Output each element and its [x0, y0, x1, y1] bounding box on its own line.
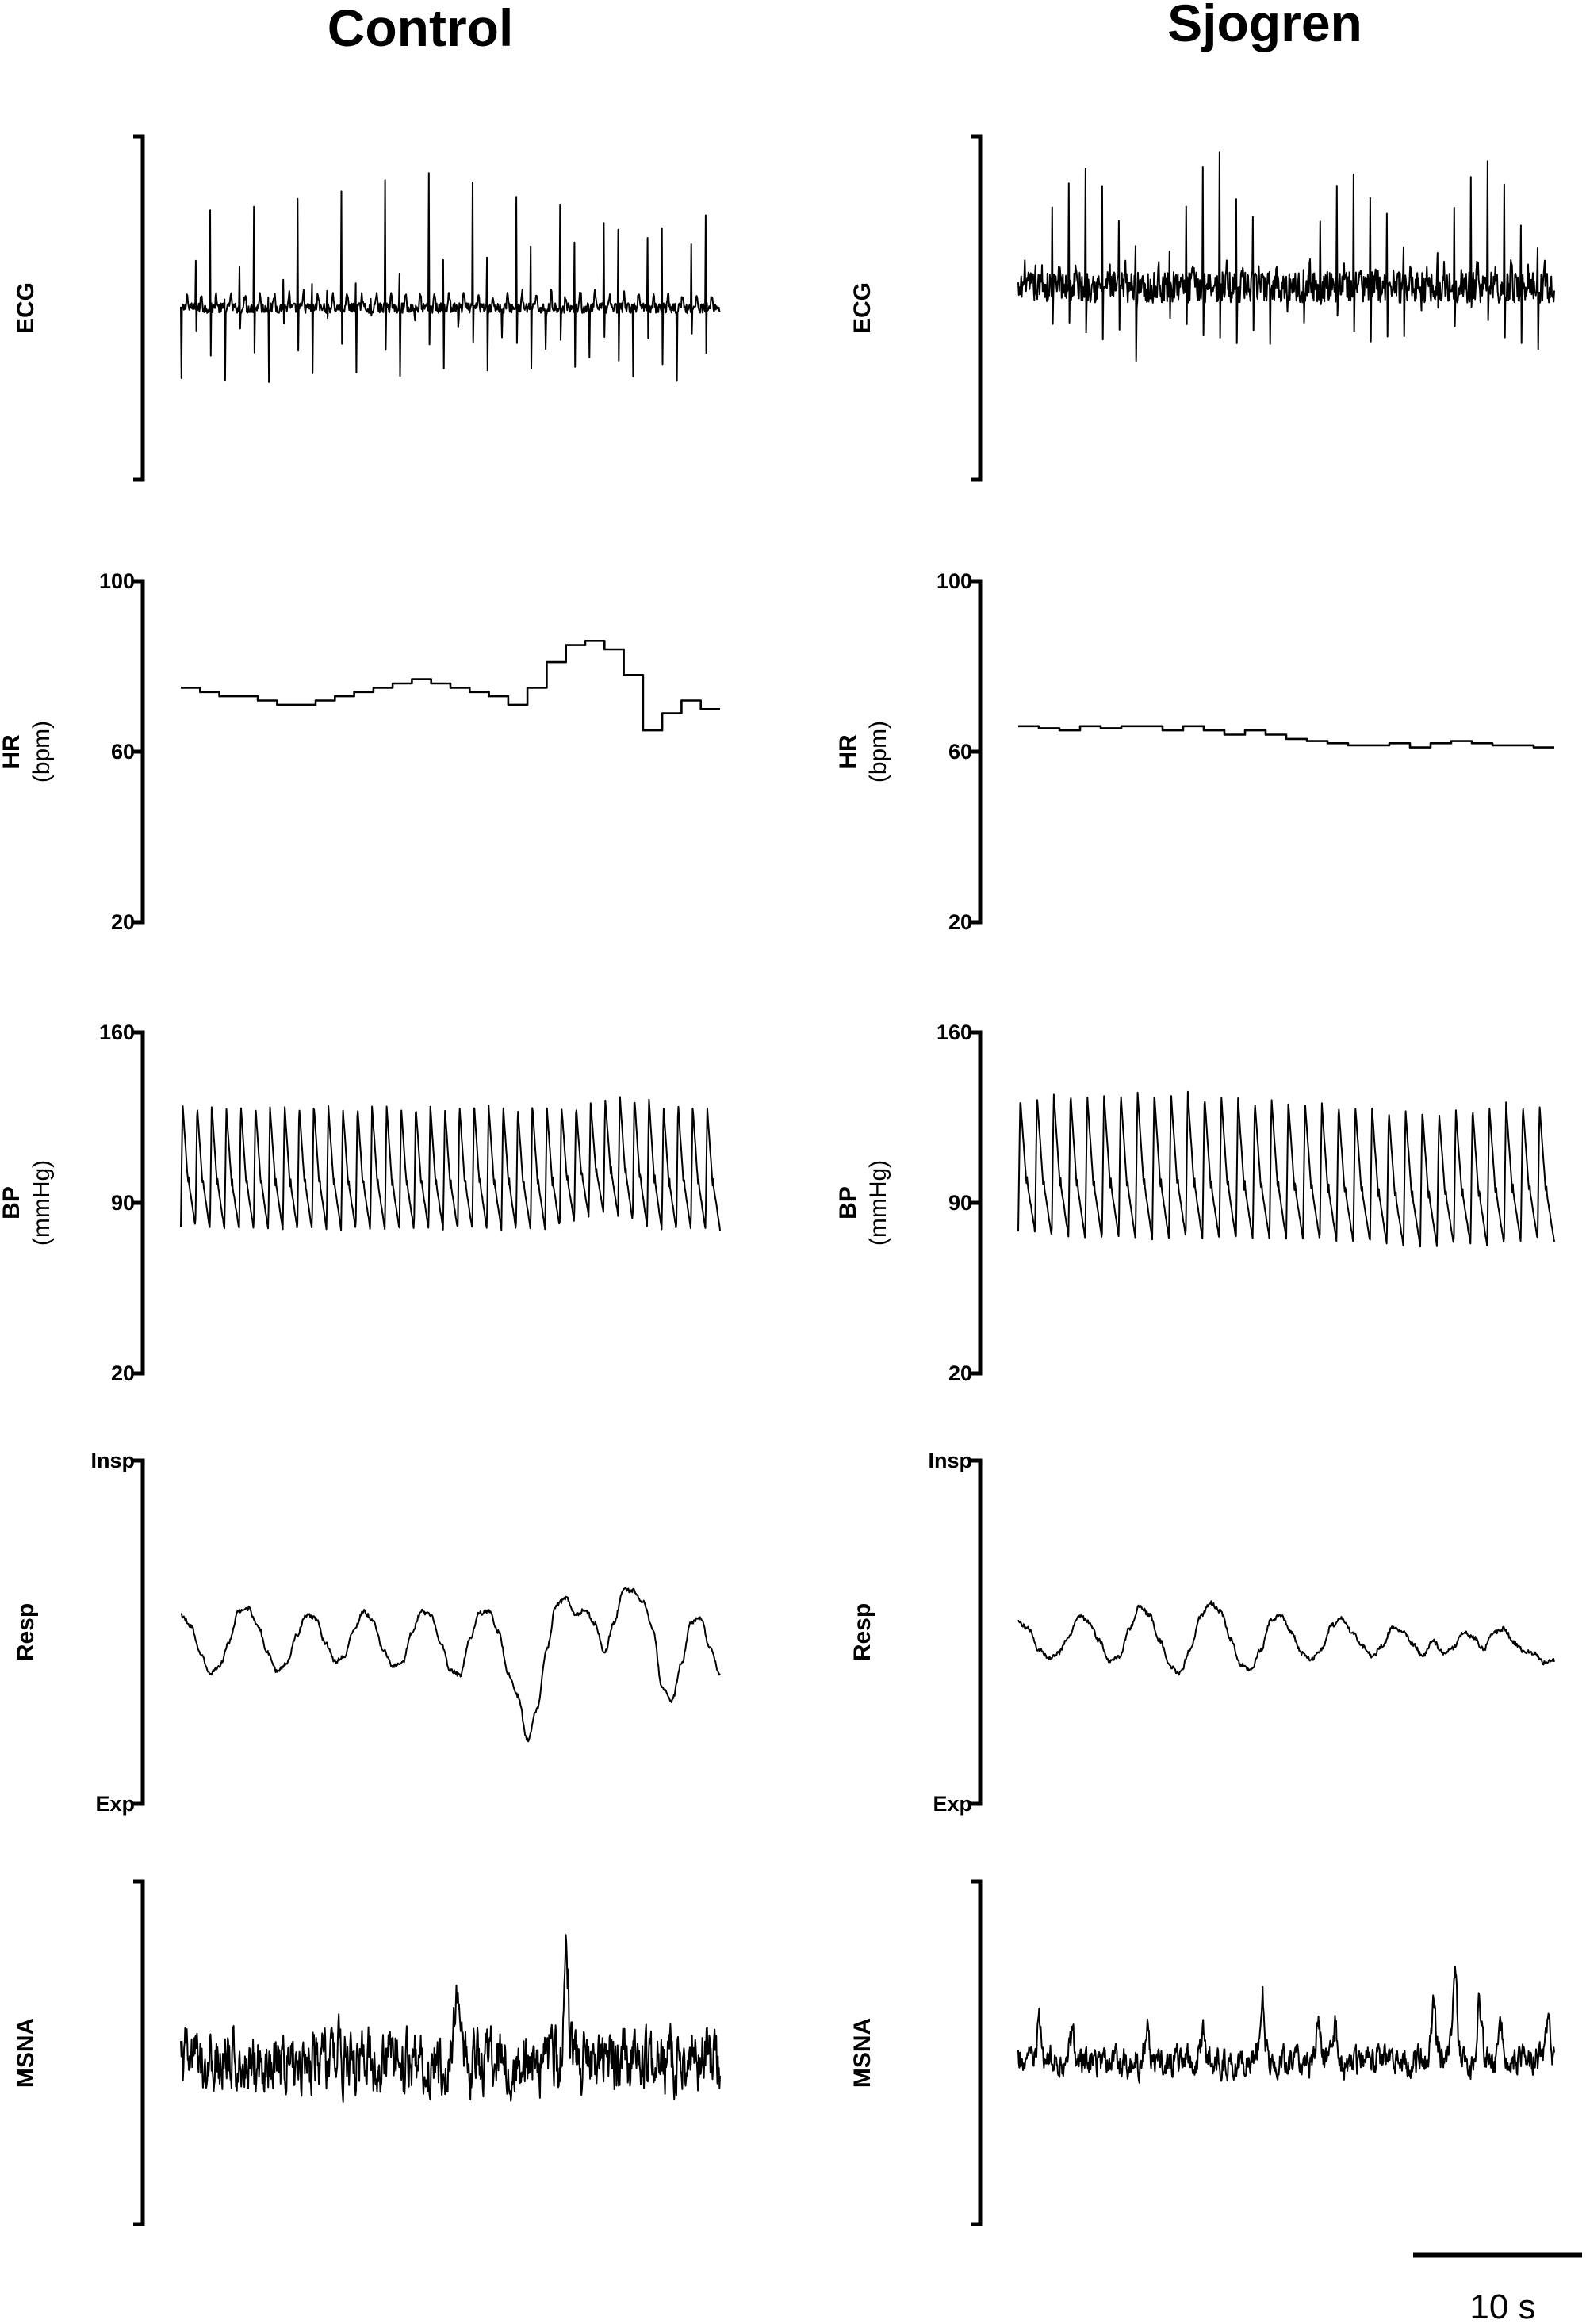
y-tick-label: Exp — [95, 1792, 135, 1816]
resp-trace — [180, 1587, 721, 1743]
control-hr-panel: 20 60 100 HR (bpm) — [0, 569, 720, 934]
y-tick-label: 100 — [99, 569, 135, 593]
y-axis-line — [971, 134, 983, 482]
y-tick-label: 60 — [948, 740, 972, 764]
y-axis-label: Resp — [849, 1603, 875, 1661]
y-axis-label: ECG — [13, 282, 39, 334]
y-tick-label: 160 — [99, 1020, 135, 1044]
sjogren-resp-panel: Exp Insp Resp — [849, 1449, 1555, 1816]
sjogren-bp-panel: 20 90 160 BP (mmHg) — [835, 1020, 1555, 1385]
time-scale-bar: 10 s — [1413, 2252, 1582, 2324]
scale-bar-label: 10 s — [1469, 2288, 1535, 2324]
y-tick-label: 90 — [111, 1191, 135, 1215]
y-axis-unit-label: (mmHg) — [29, 1160, 55, 1246]
y-axis-line — [133, 1458, 145, 1806]
y-axis-label: HR — [0, 734, 25, 769]
y-tick-label: 20 — [111, 910, 135, 934]
y-axis-label: MSNA — [13, 2018, 39, 2088]
control-bp-panel: 20 90 160 BP (mmHg) — [0, 1020, 721, 1385]
y-tick-label: 160 — [937, 1020, 972, 1044]
hr-trace — [181, 640, 720, 732]
sjogren-ecg-panel: ECG — [849, 134, 1555, 482]
ecg-trace — [180, 172, 721, 383]
y-axis-label: MSNA — [849, 2018, 875, 2088]
bp-trace — [180, 1096, 721, 1231]
y-tick-label: Exp — [933, 1792, 972, 1816]
y-axis-label: BP — [835, 1186, 861, 1219]
y-tick-label: 20 — [948, 1361, 972, 1385]
y-axis-label: ECG — [849, 282, 875, 334]
y-tick-label: Insp — [928, 1449, 972, 1472]
y-axis-label: Resp — [13, 1603, 39, 1661]
y-axis-unit-label: (bpm) — [29, 721, 55, 783]
y-tick-label: 100 — [937, 569, 972, 593]
y-axis-label: BP — [0, 1186, 25, 1219]
msna-trace — [180, 1934, 721, 2103]
resp-trace — [1017, 1600, 1555, 1676]
y-axis-unit-label: (bpm) — [865, 721, 891, 783]
control-msna-panel: MSNA — [13, 1879, 721, 2226]
msna-trace — [1017, 1966, 1555, 2084]
sjogren-msna-panel: MSNA — [849, 1879, 1555, 2226]
y-tick-label: 90 — [948, 1191, 972, 1215]
y-axis-line — [971, 1458, 983, 1806]
y-tick-label: 60 — [111, 740, 135, 764]
sjogren-column-title: Sjogren — [1167, 0, 1362, 52]
y-axis-line — [133, 134, 145, 482]
y-tick-label: Insp — [90, 1449, 135, 1472]
control-column-title: Control — [328, 0, 514, 57]
bp-trace — [1017, 1090, 1555, 1248]
y-axis-unit-label: (mmHg) — [865, 1160, 891, 1246]
y-axis-label: HR — [835, 734, 861, 769]
y-axis-line — [971, 1879, 983, 2226]
y-tick-label: 20 — [948, 910, 972, 934]
hr-trace — [1018, 725, 1554, 749]
y-axis-line — [133, 1879, 145, 2226]
control-ecg-panel: ECG — [13, 134, 721, 482]
y-tick-label: 20 — [111, 1361, 135, 1385]
sjogren-hr-panel: 20 60 100 HR (bpm) — [835, 569, 1554, 934]
ecg-trace — [1017, 151, 1555, 362]
control-resp-panel: Exp Insp Resp — [13, 1449, 721, 1816]
